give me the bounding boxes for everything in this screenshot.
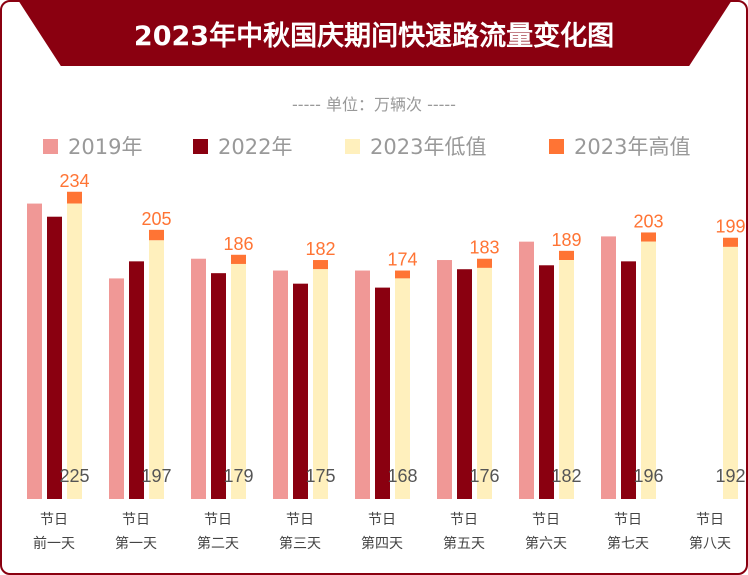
- unit-label: ----- 单位：万辆次 -----: [292, 95, 456, 114]
- data-label-low: 225: [59, 466, 89, 486]
- bar-2019: [355, 270, 370, 499]
- data-label-low: 196: [633, 466, 663, 486]
- data-label-low: 175: [305, 466, 335, 486]
- bar-2019: [273, 270, 288, 499]
- bar-2023-high: [231, 254, 246, 264]
- legend-item-2023-high: 2023年高值: [549, 131, 690, 161]
- category-label: 第五天: [443, 535, 485, 552]
- data-label-high: 199: [715, 217, 745, 237]
- bar-2022: [621, 261, 636, 499]
- bar-2022: [293, 283, 308, 499]
- bar-2023-high: [559, 250, 574, 261]
- bar-2023-low: [149, 240, 164, 500]
- legend-swatch: [549, 138, 564, 154]
- category-label: 节日: [614, 512, 642, 528]
- bar-2022: [375, 287, 390, 499]
- category-label: 节日: [204, 512, 232, 528]
- bar-2023-high: [67, 191, 82, 204]
- data-label-low: 197: [141, 466, 171, 486]
- data-label-low: 182: [551, 466, 581, 486]
- bar-2019: [519, 241, 534, 500]
- legend-item-2023-low: 2023年低值: [345, 131, 486, 161]
- bar-2023-high: [395, 270, 410, 279]
- data-label-low: 168: [387, 466, 417, 486]
- legend-item-2019: 2019年: [43, 131, 142, 161]
- legend-label: 2019年: [68, 135, 143, 159]
- bar-2019: [437, 260, 452, 499]
- data-label-high: 186: [223, 234, 253, 254]
- bar-2022: [47, 216, 62, 499]
- legend-swatch: [345, 138, 360, 154]
- bar-2023-low: [559, 260, 574, 499]
- bar-2023-low: [641, 241, 656, 500]
- bar-2023-low: [395, 278, 410, 499]
- data-label-high: 182: [305, 239, 335, 259]
- category-label: 第一天: [115, 535, 157, 552]
- data-label-high: 183: [469, 238, 499, 258]
- bar-2023-high: [723, 237, 738, 247]
- data-label-high: 205: [141, 209, 171, 229]
- data-label-high: 189: [551, 230, 581, 250]
- bar-2023-high: [477, 258, 492, 268]
- bar-2023-low: [313, 269, 328, 499]
- data-label-low: 192: [715, 466, 745, 486]
- bar-2023-low: [723, 246, 738, 499]
- category-label: 节日: [450, 512, 478, 528]
- bar-2022: [457, 269, 472, 499]
- bar-2023-high: [149, 229, 164, 241]
- bar-2023-low: [231, 263, 246, 499]
- category-label: 第八天: [689, 535, 731, 552]
- data-label-high: 174: [387, 250, 417, 270]
- bar-2022: [211, 273, 226, 499]
- bar-2023-low: [477, 267, 492, 499]
- bar-2019: [109, 278, 124, 499]
- category-label: 节日: [532, 512, 560, 528]
- legend-label: 2023年高值: [574, 135, 691, 159]
- legend-label: 2023年低值: [370, 135, 487, 159]
- category-label: 节日: [286, 512, 314, 528]
- bar-2023-high: [641, 232, 656, 242]
- data-label-high: 234: [59, 171, 89, 191]
- category-label: 第二天: [197, 535, 239, 552]
- category-label: 节日: [122, 512, 150, 528]
- bar-2023-high: [313, 260, 328, 270]
- legend-label: 2022年: [218, 135, 293, 159]
- legend-swatch: [43, 138, 58, 154]
- bar-2019: [27, 203, 42, 499]
- data-label-high: 203: [633, 211, 663, 231]
- title-banner: [18, 0, 732, 66]
- category-label: 前一天: [33, 535, 75, 552]
- category-label: 节日: [696, 512, 724, 528]
- bar-2023-low: [67, 203, 82, 499]
- category-label: 第七天: [607, 535, 649, 552]
- legend-item-2022: 2022年: [193, 131, 292, 161]
- chart-title: 2023年中秋国庆期间快速路流量变化图: [133, 21, 615, 52]
- bar-2019: [191, 258, 206, 499]
- category-label: 第四天: [361, 535, 403, 552]
- bar-2022: [129, 261, 144, 499]
- data-label-low: 176: [469, 466, 499, 486]
- bar-2022: [539, 265, 554, 499]
- category-label: 第三天: [279, 535, 321, 552]
- data-label-low: 179: [223, 466, 253, 486]
- bar-2019: [601, 236, 616, 499]
- category-label: 节日: [40, 512, 68, 528]
- category-label: 节日: [368, 512, 396, 528]
- category-label: 第六天: [525, 535, 567, 552]
- legend-swatch: [193, 138, 208, 154]
